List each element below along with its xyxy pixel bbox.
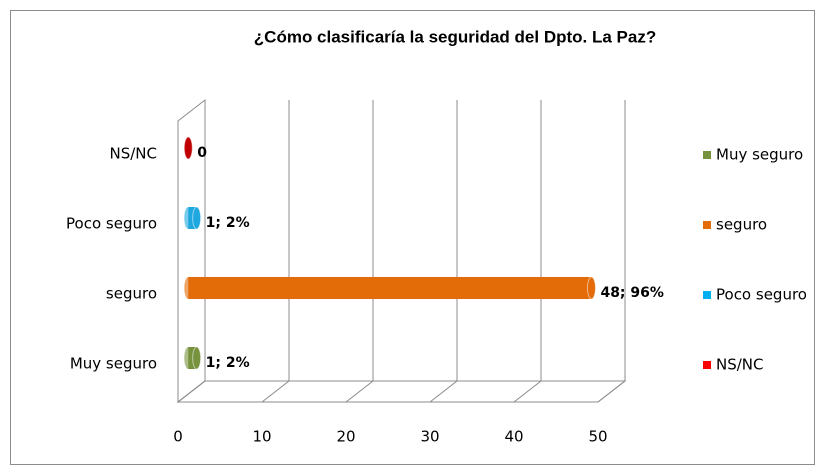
grid-line [345, 100, 374, 403]
value-label: 1; 2% [206, 355, 250, 371]
grid-line [513, 100, 542, 403]
legend-swatch [703, 221, 711, 229]
grid-line [177, 100, 206, 403]
x-tick-label: 0 [173, 428, 183, 446]
legend-label: Poco seguro [716, 286, 807, 304]
bar-end-cap [192, 206, 202, 230]
chart-title: ¿Cómo clasificaría la seguridad del Dpto… [254, 27, 656, 46]
x-tick-label: 20 [336, 428, 355, 446]
grid-line [597, 100, 626, 403]
legend-label: seguro [716, 216, 767, 234]
bar-end-cap [586, 276, 596, 300]
x-tick-label: 30 [420, 428, 439, 446]
y-tick-label: Muy seguro [70, 355, 157, 373]
x-tick-label: 40 [504, 428, 523, 446]
x-tick-label: 10 [252, 428, 271, 446]
legend-swatch [703, 361, 711, 369]
legend-swatch [703, 151, 711, 159]
grid-line [429, 100, 458, 403]
y-tick-label: seguro [106, 285, 157, 303]
legend-label: NS/NC [716, 356, 764, 374]
value-label: 1; 2% [206, 215, 250, 231]
value-label: 48; 96% [600, 285, 663, 301]
grid-line [261, 100, 290, 403]
bar-end-cap [183, 136, 193, 160]
bar [188, 277, 592, 299]
y-tick-label: NS/NC [110, 145, 158, 163]
chart-border [10, 10, 815, 465]
y-tick-label: Poco seguro [66, 215, 157, 233]
legend-label: Muy seguro [716, 146, 803, 164]
value-label: 0 [197, 145, 207, 161]
x-tick-label: 50 [588, 428, 607, 446]
legend-swatch [703, 291, 711, 299]
bar-end-cap [192, 346, 202, 370]
